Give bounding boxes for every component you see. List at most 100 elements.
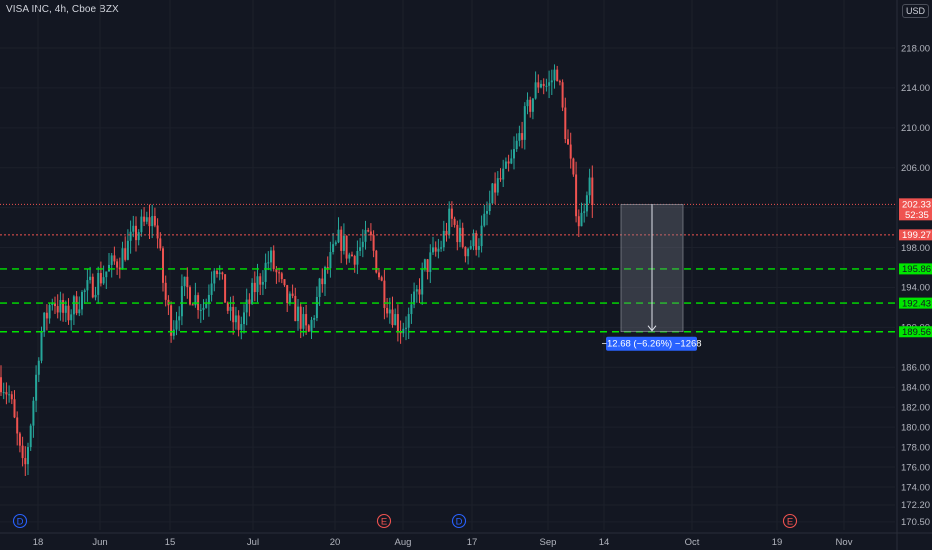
candle-body <box>99 273 102 284</box>
support-levels[interactable] <box>0 203 895 333</box>
x-tick-label: 14 <box>599 537 610 548</box>
candle <box>450 201 453 228</box>
time-axis[interactable]: 18 Jun 15 Jul 20 Aug 17 Sep 14 Oct 19 Nov <box>0 532 932 548</box>
candle-body <box>294 295 297 322</box>
candle-body <box>391 309 394 326</box>
candle <box>40 326 43 364</box>
candle-body <box>8 394 11 396</box>
candle <box>432 236 434 256</box>
candle-body <box>10 394 13 400</box>
candle <box>245 288 248 326</box>
candle <box>83 288 86 304</box>
candle <box>437 238 440 259</box>
candle-body <box>553 69 556 81</box>
candle-body <box>194 295 197 306</box>
candle-body <box>243 312 245 325</box>
candle-body <box>48 305 51 319</box>
measurement-tool[interactable]: −12.68 (−6.26%) −1268 <box>601 204 702 351</box>
candle <box>572 157 575 177</box>
candle-body <box>477 246 480 250</box>
candle-body <box>556 69 559 82</box>
candle <box>531 97 534 120</box>
candle-body <box>5 392 8 395</box>
candle-body <box>448 208 451 235</box>
candle <box>72 294 75 325</box>
candle-body <box>359 247 362 251</box>
candle <box>353 254 356 273</box>
candle <box>210 271 213 302</box>
candle <box>259 273 262 296</box>
candle-body <box>229 306 232 311</box>
candle-body <box>418 289 421 295</box>
x-tick-label: Oct <box>685 537 700 548</box>
candle <box>483 204 486 228</box>
candle <box>545 78 548 92</box>
candle-body <box>178 316 181 321</box>
candle-body <box>369 231 372 236</box>
candle-body <box>40 332 43 361</box>
candle <box>388 297 391 324</box>
candle-body <box>189 287 191 305</box>
candle-body <box>491 183 494 204</box>
candle-body <box>94 294 97 298</box>
candle-body <box>340 229 343 251</box>
candle <box>10 391 13 405</box>
candle-body <box>267 262 270 264</box>
candle <box>121 241 124 270</box>
candle-body <box>445 230 448 235</box>
candle-body <box>575 174 578 217</box>
candle-body <box>159 238 162 249</box>
candle <box>407 307 410 340</box>
candle <box>585 191 588 217</box>
candle <box>164 275 167 307</box>
candle <box>237 310 240 337</box>
candle-body <box>518 133 521 141</box>
candle <box>542 78 545 95</box>
candle <box>137 229 140 246</box>
candle-body <box>202 307 205 310</box>
candle <box>170 301 173 343</box>
candle <box>194 282 197 308</box>
candle-body <box>337 229 340 243</box>
candle-body <box>348 254 351 259</box>
candle <box>577 209 580 238</box>
candle-body <box>278 272 281 274</box>
candle <box>113 246 116 265</box>
candle-body <box>105 271 108 278</box>
candle <box>464 246 467 263</box>
candle <box>440 240 443 252</box>
symbol-title: VISA INC, 4h, Cboe BZX <box>6 4 119 15</box>
candle-body <box>240 324 243 330</box>
candle <box>132 215 135 238</box>
candle-body <box>172 329 175 336</box>
candle <box>372 230 375 258</box>
candle-body <box>207 294 210 305</box>
candle-body <box>545 85 548 87</box>
candle-body <box>89 276 92 281</box>
candle <box>51 298 54 311</box>
candle <box>359 238 362 256</box>
candle <box>89 266 92 284</box>
earnings-marker: E <box>782 513 798 529</box>
candle <box>548 70 551 99</box>
candle <box>156 218 159 249</box>
candle-body <box>27 447 29 465</box>
earnings-marker-circle <box>782 513 798 529</box>
candle <box>383 269 386 320</box>
currency-button[interactable]: USD <box>902 4 930 18</box>
candle <box>515 133 518 152</box>
support-level-tag: 192.43 <box>899 297 932 309</box>
candle <box>340 226 343 264</box>
candle-body <box>413 291 416 305</box>
candle <box>356 240 359 275</box>
candle-body <box>299 306 302 329</box>
candle <box>294 287 297 322</box>
candle-body <box>305 314 308 326</box>
candle <box>367 227 370 233</box>
candle-body <box>0 377 2 393</box>
candle <box>189 285 191 306</box>
